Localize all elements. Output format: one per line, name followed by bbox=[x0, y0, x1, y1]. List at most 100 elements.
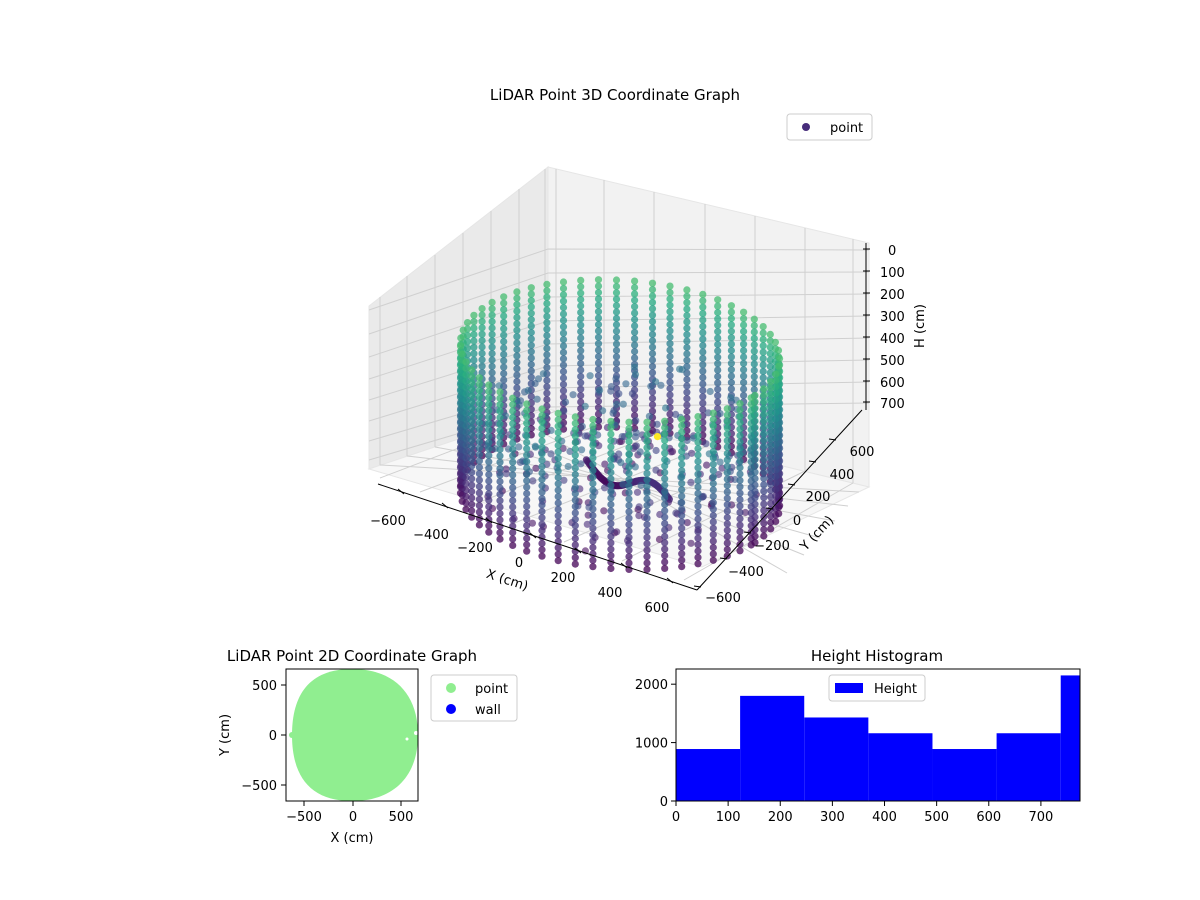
lidar-point bbox=[475, 521, 483, 529]
lidar-point bbox=[589, 415, 597, 424]
lidar-point bbox=[760, 391, 768, 399]
lidar-point bbox=[543, 344, 551, 352]
lidar-point bbox=[643, 489, 651, 497]
lidar-point bbox=[554, 422, 562, 430]
lidar-point bbox=[560, 476, 568, 484]
lidar-point bbox=[747, 419, 755, 427]
lidar-point bbox=[513, 365, 521, 373]
lidar-point bbox=[648, 337, 657, 345]
lidar-point bbox=[631, 290, 639, 298]
legend-2d: point wall bbox=[430, 674, 518, 722]
lidar-point bbox=[528, 519, 537, 527]
lidar-point bbox=[488, 305, 496, 313]
lidar-point bbox=[478, 305, 486, 313]
lidar-point bbox=[607, 552, 615, 560]
lidar-point bbox=[527, 284, 535, 292]
lidar-point bbox=[612, 366, 621, 374]
lidar-point bbox=[694, 425, 702, 433]
lidar-point bbox=[706, 387, 714, 396]
lidar-point bbox=[625, 469, 633, 477]
lidar-point bbox=[559, 387, 568, 395]
lidar-point bbox=[462, 416, 470, 424]
lidar-point bbox=[630, 363, 639, 371]
lidar-point bbox=[612, 302, 621, 310]
lidar-point bbox=[648, 298, 657, 306]
lidar-point bbox=[571, 432, 579, 440]
lidar-point bbox=[571, 515, 579, 523]
lidar-point bbox=[661, 436, 669, 444]
lidar-point bbox=[678, 537, 686, 545]
lidar-point bbox=[694, 432, 702, 440]
lidar-point bbox=[538, 527, 546, 535]
lidar-point bbox=[594, 365, 603, 373]
lidar-point bbox=[631, 354, 639, 362]
lidar-point bbox=[678, 486, 686, 494]
lidar-point bbox=[643, 559, 651, 567]
lidar-point bbox=[727, 340, 736, 348]
lidar-point bbox=[631, 303, 639, 311]
lidar-point bbox=[589, 479, 597, 488]
lidar-point bbox=[723, 475, 731, 483]
lidar-point bbox=[666, 333, 674, 341]
lidar-point bbox=[637, 481, 645, 489]
lidar-point bbox=[509, 407, 517, 415]
lidar-point bbox=[589, 492, 597, 500]
lidar-point bbox=[509, 401, 517, 409]
lidar-point bbox=[631, 315, 639, 324]
lidar-point bbox=[457, 334, 465, 342]
lidar-point bbox=[666, 352, 674, 361]
lidar-point bbox=[571, 438, 579, 447]
lidar-point bbox=[543, 325, 551, 333]
lidar-point bbox=[488, 356, 496, 364]
lidar-point bbox=[688, 449, 696, 457]
lidar-point bbox=[554, 441, 562, 449]
lidar-point bbox=[612, 375, 620, 383]
lidar-point bbox=[513, 333, 521, 341]
lidar-point bbox=[577, 334, 585, 342]
lidar-point bbox=[683, 382, 691, 390]
lidar-point bbox=[625, 437, 633, 445]
lidar-point bbox=[648, 292, 657, 300]
x-tick-label: 200 bbox=[551, 571, 576, 586]
lidar-point bbox=[559, 348, 568, 356]
lidar-point bbox=[527, 341, 535, 349]
lidar-point bbox=[462, 467, 470, 475]
y-tick-mark bbox=[828, 438, 837, 441]
lidar-point bbox=[714, 372, 722, 381]
point-2d bbox=[289, 732, 295, 738]
lidar-point bbox=[714, 398, 722, 406]
z-tick-label: 0 bbox=[888, 244, 896, 259]
lidar-point bbox=[643, 482, 651, 490]
lidar-point bbox=[766, 330, 774, 338]
lidar-point bbox=[750, 347, 758, 355]
lidar-point bbox=[594, 417, 603, 425]
lidar-point bbox=[652, 466, 660, 474]
lidar-point bbox=[709, 505, 717, 513]
lidar-point bbox=[648, 350, 657, 358]
lidar-point bbox=[625, 495, 633, 503]
lidar-point bbox=[609, 409, 617, 417]
x-ticks-3d: −600 −400 −200 0 200 400 600 bbox=[370, 488, 674, 616]
lidar-point bbox=[747, 445, 755, 453]
lidar-point bbox=[661, 558, 669, 566]
lidar-point bbox=[612, 353, 621, 361]
lidar-point bbox=[538, 495, 546, 503]
lidar-point bbox=[485, 407, 493, 415]
lidar-point bbox=[666, 346, 674, 354]
lidar-point bbox=[667, 448, 675, 456]
lidar-point bbox=[543, 383, 551, 391]
lidar-point bbox=[513, 294, 521, 302]
lidar-point bbox=[723, 417, 731, 426]
lidar-point bbox=[509, 516, 517, 524]
lidar-point bbox=[523, 490, 531, 498]
lidar-point bbox=[462, 422, 470, 430]
lidar-point bbox=[661, 494, 669, 502]
lidar-point bbox=[653, 420, 661, 428]
legend-wall-label-2d: wall bbox=[475, 703, 501, 718]
lidar-point bbox=[554, 544, 562, 552]
lidar-point bbox=[462, 448, 470, 456]
lidar-point bbox=[559, 374, 568, 382]
lidar-point bbox=[523, 534, 531, 543]
lidar-point bbox=[500, 325, 508, 333]
lidar-point bbox=[496, 394, 504, 402]
